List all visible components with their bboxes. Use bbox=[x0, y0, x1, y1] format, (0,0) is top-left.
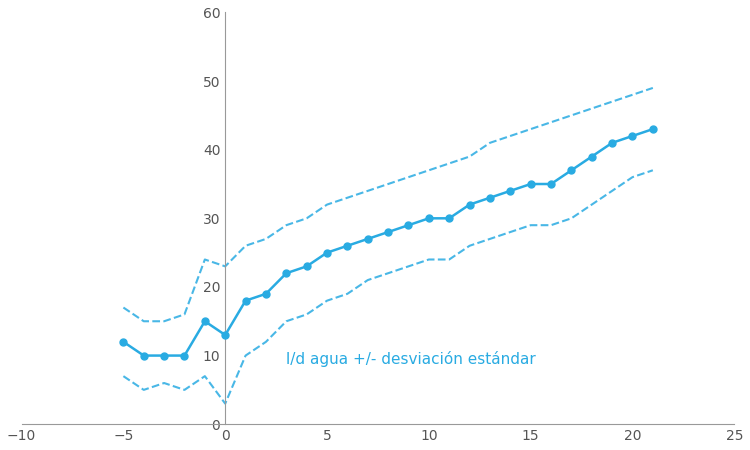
Text: l/d agua +/- desviación estándar: l/d agua +/- desviación estándar bbox=[286, 351, 536, 367]
